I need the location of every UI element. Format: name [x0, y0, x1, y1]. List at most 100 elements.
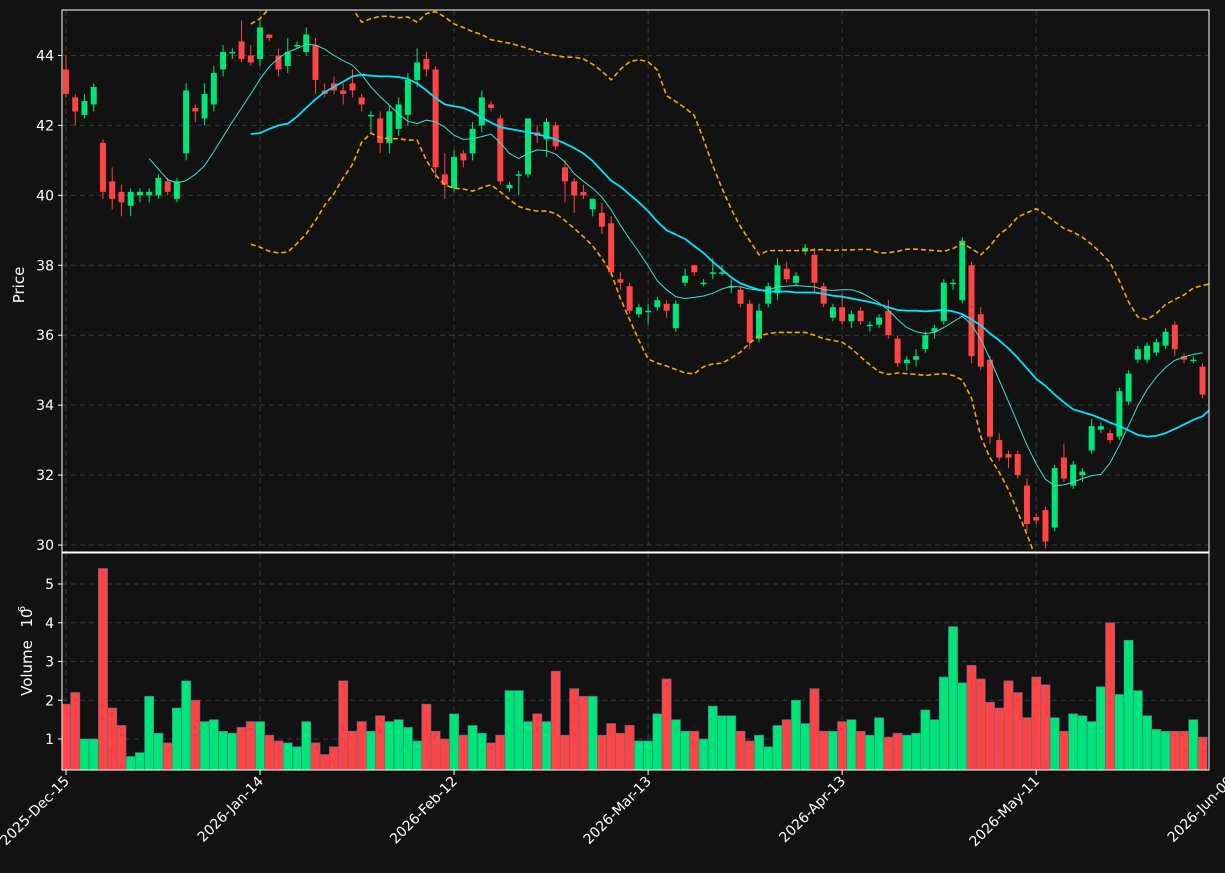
- candle-body: [72, 97, 79, 112]
- candle-body: [950, 282, 957, 285]
- volume-bar: [181, 680, 192, 770]
- volume-bar: [125, 756, 136, 770]
- volume-bar: [911, 732, 921, 770]
- volume-bar: [569, 688, 580, 770]
- volume-tick-label: 3: [45, 655, 54, 671]
- volume-bar: [920, 709, 931, 770]
- volume-bar: [1105, 622, 1116, 770]
- volume-bar: [929, 719, 940, 770]
- candle-body: [1042, 510, 1049, 542]
- candle-body: [580, 191, 587, 196]
- volume-bar: [864, 734, 875, 770]
- volume-bar: [1114, 694, 1125, 770]
- volume-bar: [597, 734, 607, 770]
- volume-bar: [772, 725, 783, 770]
- candle-body: [848, 314, 855, 322]
- candle-body: [1162, 331, 1169, 346]
- volume-bar: [689, 730, 700, 770]
- volume-bar: [957, 682, 968, 770]
- candle-body: [866, 324, 873, 327]
- candle-body: [903, 359, 910, 364]
- candle-body: [423, 58, 430, 70]
- volume-bar: [800, 723, 811, 770]
- price-axis-label: Price: [10, 267, 28, 304]
- candle-body: [802, 247, 809, 252]
- volume-bar: [1086, 721, 1097, 770]
- candle-body: [1116, 391, 1123, 437]
- candle-body: [201, 93, 208, 119]
- candle-body: [663, 303, 670, 311]
- volume-bar: [735, 730, 746, 770]
- candle-body: [229, 51, 236, 54]
- candle-body: [829, 307, 836, 318]
- candle-body: [894, 338, 901, 364]
- candle-body: [645, 310, 652, 313]
- candle-body: [247, 55, 254, 63]
- volume-bar: [781, 719, 792, 770]
- volume-bar: [79, 738, 90, 770]
- volume-bar: [754, 734, 764, 770]
- candle-body: [90, 86, 97, 105]
- candle-body: [210, 72, 217, 105]
- candle-body: [589, 198, 596, 210]
- candle-body: [460, 153, 467, 161]
- candle-body: [63, 69, 69, 94]
- candle-body: [367, 114, 374, 117]
- volume-bar: [606, 723, 617, 770]
- candle-body: [312, 44, 319, 80]
- volume-bar: [310, 742, 321, 770]
- price-tick-label: 30: [36, 538, 54, 554]
- candle-body: [561, 167, 568, 182]
- volume-bar: [486, 742, 496, 770]
- volume-bar: [855, 730, 866, 770]
- volume-bars: [62, 568, 1208, 770]
- volume-bar: [264, 734, 275, 770]
- volume-bar: [633, 740, 644, 770]
- volume-bar: [393, 719, 404, 770]
- volume-axis-exponent: 6: [17, 606, 28, 612]
- price-tick-label: 34: [36, 398, 54, 414]
- volume-bar: [670, 719, 681, 770]
- volume-bar: [236, 727, 247, 770]
- candle-body: [987, 359, 993, 437]
- candle-body: [931, 328, 938, 332]
- volume-bar: [412, 740, 423, 770]
- candle-body: [173, 181, 180, 199]
- candle-body: [792, 275, 799, 283]
- volume-bar: [1169, 730, 1180, 770]
- candle-body: [441, 174, 448, 185]
- volume-bar: [245, 721, 256, 770]
- volume-bar: [273, 740, 284, 770]
- volume-bar: [218, 730, 228, 770]
- candle-body: [552, 125, 559, 147]
- volume-bar: [550, 670, 561, 770]
- volume-bar: [366, 730, 376, 770]
- volume-bar: [698, 738, 709, 770]
- candle-body: [340, 90, 347, 94]
- volume-bar: [892, 732, 903, 770]
- price-tick-label: 44: [36, 48, 54, 64]
- volume-bar: [513, 690, 524, 770]
- candle-body: [294, 44, 300, 47]
- volume-bar: [255, 721, 265, 770]
- volume-tick-label: 5: [45, 577, 54, 593]
- price-tick-label: 32: [36, 468, 54, 484]
- candle-body: [349, 83, 356, 91]
- volume-tick-label: 1: [45, 732, 54, 748]
- volume-bar: [458, 734, 469, 770]
- volume-bar: [938, 676, 949, 770]
- volume-bar: [70, 692, 81, 770]
- candle-body: [913, 356, 920, 360]
- candle-body: [1088, 426, 1095, 451]
- volume-bar: [319, 754, 330, 770]
- volume-bar: [504, 690, 515, 770]
- volume-bar: [338, 680, 349, 770]
- volume-bar: [883, 736, 894, 770]
- volume-bar: [153, 732, 164, 770]
- candle-body: [118, 191, 125, 203]
- candle-body: [386, 111, 393, 143]
- candle-body: [358, 97, 365, 105]
- candle-body: [1181, 356, 1188, 360]
- price-panel-frame: [61, 9, 1210, 553]
- volume-bar: [523, 721, 533, 770]
